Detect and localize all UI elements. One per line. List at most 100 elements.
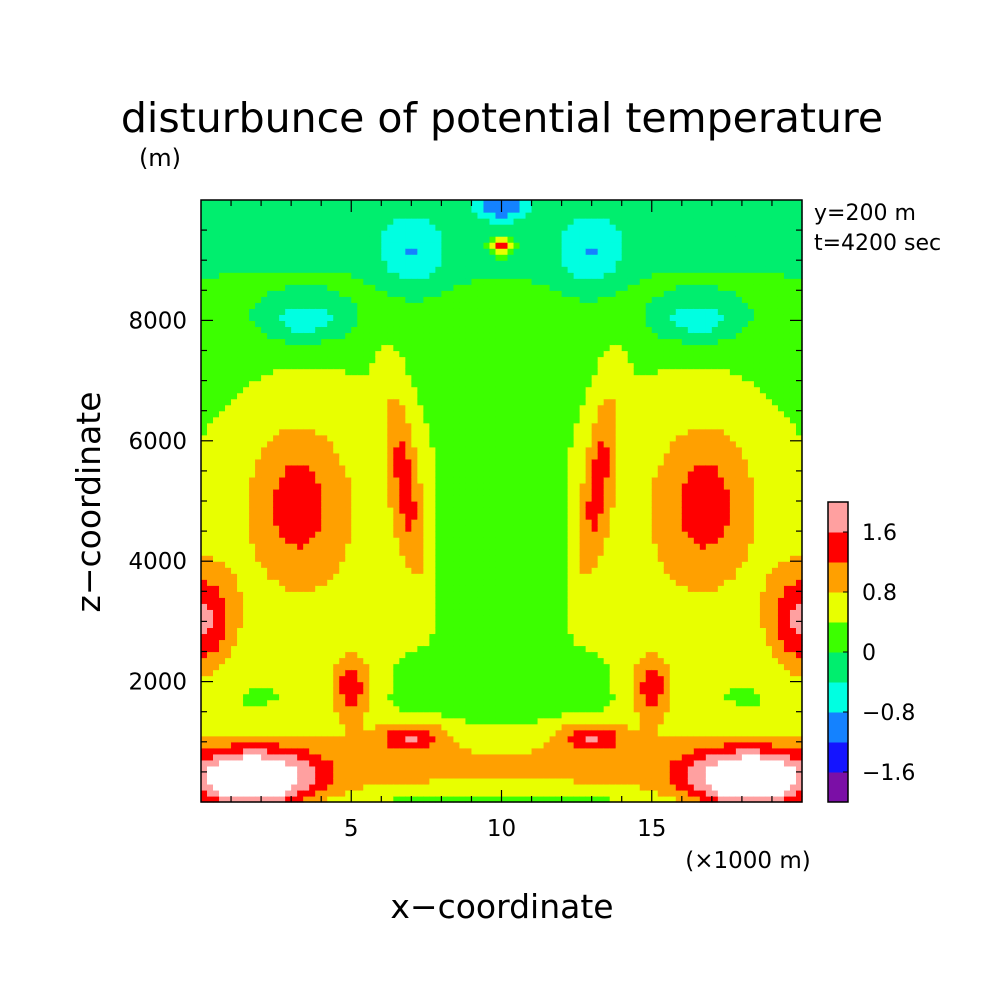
contour-cell [207, 555, 214, 562]
contour-cell [285, 458, 292, 466]
contour-cell [267, 507, 274, 514]
contour-cell [411, 579, 418, 586]
contour-cell [435, 507, 442, 514]
contour-cell [441, 705, 449, 713]
contour-cell [393, 591, 400, 598]
contour-cell [369, 272, 376, 279]
contour-cell [465, 422, 473, 430]
contour-cell [441, 488, 449, 496]
contour-cell [279, 567, 286, 574]
contour-cell [435, 254, 442, 261]
contour-cell [393, 615, 400, 622]
contour-cell [339, 663, 346, 671]
contour-cell [213, 633, 220, 641]
contour-cell [231, 531, 238, 538]
contour-cell [429, 356, 436, 364]
contour-cell [219, 236, 226, 243]
contour-cell [399, 753, 406, 761]
contour-cell [237, 398, 244, 406]
contour-cell [435, 549, 442, 556]
contour-cell [231, 302, 238, 309]
contour-cell [447, 242, 455, 249]
contour-cell [201, 452, 208, 460]
contour-cell [351, 386, 358, 394]
contour-cell [273, 224, 280, 231]
contour-cell [267, 476, 274, 484]
contour-cell [297, 488, 304, 496]
contour-cell [249, 699, 256, 707]
contour-cell [213, 705, 220, 713]
contour-cell [237, 549, 244, 556]
contour-cell [255, 627, 262, 635]
contour-cell [243, 747, 250, 755]
contour-cell [243, 771, 250, 779]
contour-cell [399, 314, 406, 321]
contour-cell [225, 284, 232, 291]
contour-cell [459, 320, 467, 328]
contour-cell [459, 687, 467, 695]
contour-cell [315, 765, 322, 773]
contour-cell [303, 266, 310, 273]
contour-cell [429, 314, 436, 321]
contour-cell [291, 302, 298, 309]
contour-cell [255, 374, 262, 382]
contour-cell [441, 446, 449, 454]
contour-cell [417, 308, 424, 315]
contour-cell [393, 488, 400, 496]
contour-cell [213, 699, 220, 707]
contour-cell [291, 513, 298, 520]
contour-cell [279, 717, 286, 725]
contour-cell [327, 525, 334, 532]
contour-cell [213, 627, 220, 635]
contour-cell [333, 681, 340, 689]
contour-cell [261, 789, 268, 797]
contour-cell [315, 452, 322, 460]
contour-cell [225, 440, 232, 448]
contour-cell [219, 669, 226, 677]
contour-cell [477, 699, 485, 707]
contour-cell [333, 290, 340, 297]
contour-cell [267, 753, 274, 761]
contour-cell [387, 783, 394, 791]
contour-cell [405, 507, 412, 514]
contour-cell [375, 200, 382, 207]
contour-cell [399, 525, 406, 532]
contour-cell [435, 579, 442, 586]
contour-cell [423, 440, 430, 448]
contour-plot-area [201, 200, 803, 803]
contour-cell [267, 609, 274, 616]
contour-cell [279, 344, 286, 352]
contour-cell [225, 747, 232, 755]
contour-cell [369, 597, 376, 604]
contour-cell [243, 476, 250, 484]
contour-cell [255, 621, 262, 629]
contour-cell [447, 675, 455, 683]
contour-cell [291, 783, 298, 791]
contour-cell [459, 410, 467, 418]
contour-cell [477, 591, 485, 598]
contour-cell [357, 741, 364, 749]
contour-cell [369, 368, 376, 376]
contour-cell [405, 591, 412, 598]
contour-cell [465, 597, 473, 604]
contour-cell [387, 290, 394, 297]
contour-cell [333, 639, 340, 647]
contour-cell [237, 531, 244, 538]
contour-cell [333, 356, 340, 364]
contour-cell [249, 765, 256, 773]
contour-cell [453, 230, 461, 237]
contour-cell [375, 446, 382, 454]
contour-cell [219, 398, 226, 406]
contour-cell [489, 272, 497, 279]
contour-cell [489, 254, 497, 261]
contour-cell [471, 386, 479, 394]
contour-cell [279, 561, 286, 568]
contour-cell [273, 609, 280, 616]
contour-cell [351, 464, 358, 472]
contour-cell [375, 537, 382, 544]
contour-cell [447, 657, 455, 665]
contour-cell [453, 260, 461, 267]
contour-cell [471, 338, 479, 346]
contour-cell [411, 212, 418, 219]
contour-cell [207, 507, 214, 514]
